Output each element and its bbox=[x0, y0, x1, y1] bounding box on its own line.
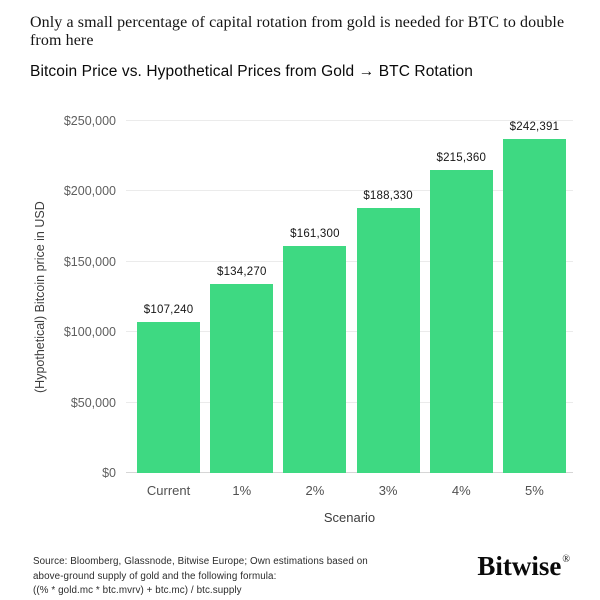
gridline bbox=[126, 401, 573, 403]
gridline bbox=[126, 260, 573, 262]
gridline bbox=[126, 120, 573, 121]
bar bbox=[137, 322, 201, 473]
bar bbox=[283, 245, 347, 473]
bar bbox=[502, 139, 566, 473]
plot-column: $107,240 $134,270 $161,300 $188,330 $215,360… bbox=[126, 120, 573, 525]
bar-value-label: $161,300 bbox=[290, 227, 340, 240]
gridline bbox=[126, 331, 573, 333]
y-tick-label: $50,000 bbox=[70, 395, 116, 410]
bars: $107,240 $134,270 $161,300 $188,330 $215,360… bbox=[132, 121, 571, 473]
bar-value-label: $107,240 bbox=[143, 304, 194, 317]
bar-value-label: $134,270 bbox=[216, 265, 267, 278]
y-tick-label: $0 bbox=[102, 466, 116, 480]
gridline bbox=[126, 190, 573, 192]
y-axis: (Hypothetical) Bitcoin price in USD $0 $5… bbox=[30, 114, 126, 480]
bitwise-logo-text: Bitwise bbox=[477, 551, 562, 581]
plot-area: $107,240 $134,270 $161,300 $188,330 $215,360… bbox=[126, 120, 573, 473]
x-axis-labels: Current 1% 2% 3% 4% 5% bbox=[132, 483, 571, 498]
bar-slot: $188,330 bbox=[352, 121, 425, 473]
y-tick-label: $250,000 bbox=[63, 114, 116, 128]
y-tick-label: $100,000 bbox=[63, 325, 116, 340]
bar-slot: $215,360 bbox=[425, 121, 498, 473]
bar-slot: $134,270 bbox=[205, 121, 278, 473]
bar bbox=[356, 207, 420, 473]
bar-slot: $242,391 bbox=[498, 121, 571, 473]
bar-value-label: $215,360 bbox=[436, 151, 487, 164]
chart-title: Bitcoin Price vs. Hypothetical Prices fr… bbox=[30, 63, 473, 80]
x-tick-label: Current bbox=[146, 483, 191, 498]
footer: Source: Bloomberg, Glassnode, Bitwise Eu… bbox=[30, 551, 573, 599]
bar-slot: $161,300 bbox=[278, 121, 351, 473]
y-tick-label: $150,000 bbox=[63, 254, 116, 269]
y-tick-label: $200,000 bbox=[63, 184, 116, 199]
bar-value-label: $188,330 bbox=[363, 189, 413, 202]
bar-chart: (Hypothetical) Bitcoin price in USD $0 $5… bbox=[30, 114, 573, 525]
source-note: Source: Bloomberg, Glassnode, Bitwise Eu… bbox=[33, 556, 368, 597]
x-tick-label: 1% bbox=[232, 483, 252, 498]
bar-slot: $107,240 bbox=[132, 121, 205, 473]
y-axis-labels: $0 $50,000 $100,000 $150,000 $200,000 $250,00… bbox=[50, 114, 126, 480]
bitwise-logo: Bitwise® bbox=[477, 551, 573, 582]
x-axis-title: Scenario bbox=[323, 510, 376, 525]
registered-trademark-symbol: ® bbox=[562, 554, 570, 565]
bar-value-label: $242,391 bbox=[509, 121, 560, 133]
x-tick-label: 3% bbox=[378, 483, 398, 498]
bar bbox=[210, 283, 274, 473]
kicker-text: Only a small percentage of capital rotat… bbox=[30, 14, 565, 49]
bar bbox=[429, 169, 493, 473]
x-tick-label: 4% bbox=[451, 483, 471, 498]
x-tick-label: 5% bbox=[525, 483, 544, 498]
gridline bbox=[126, 472, 573, 473]
y-axis-title: (Hypothetical) Bitcoin price in USD bbox=[33, 201, 47, 393]
x-tick-label: 2% bbox=[305, 483, 325, 498]
